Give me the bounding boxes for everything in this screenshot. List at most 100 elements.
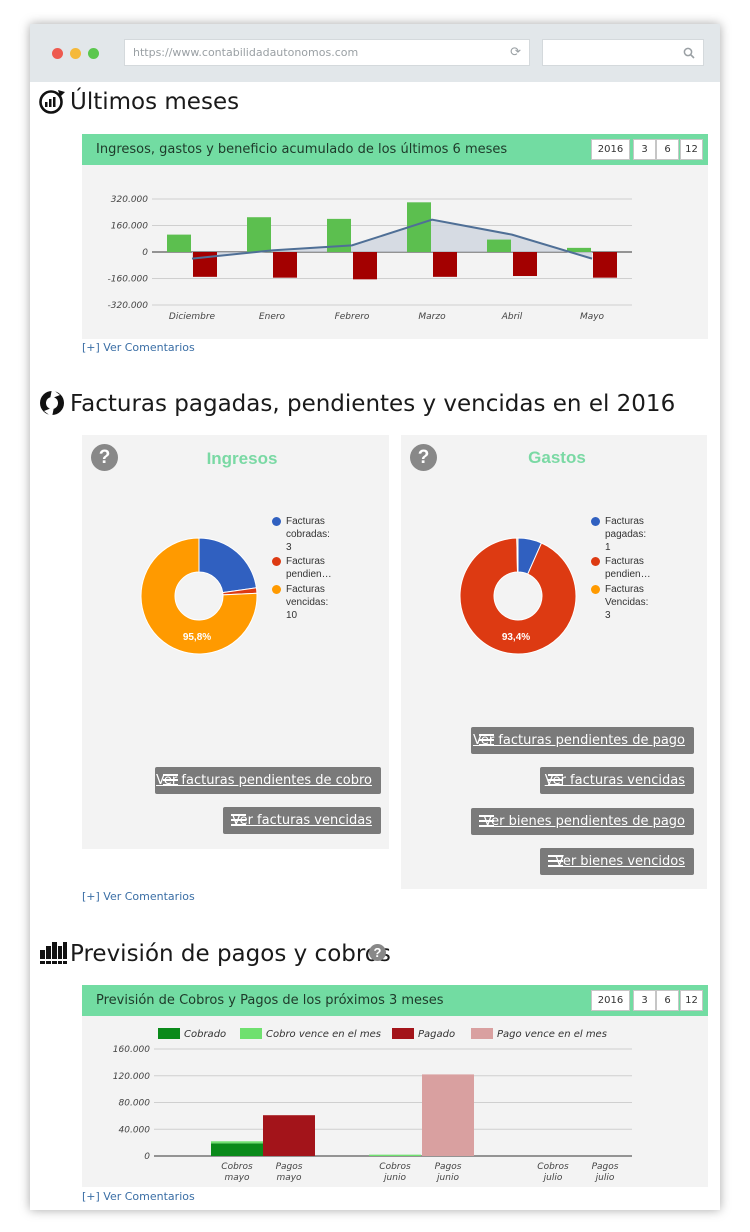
minimize-window-dot[interactable] [70, 48, 81, 59]
period-button-6[interactable]: 6 [656, 990, 679, 1011]
books-icon [40, 942, 67, 964]
legend-item[interactable]: Facturas cobradas: 3 [272, 515, 330, 554]
panel-header: Previsión de Cobros y Pagos de los próxi… [82, 985, 708, 1016]
legend-text: Vencidas: [605, 597, 649, 608]
ver-comentarios-link-2[interactable]: [+] Ver Comentarios [82, 890, 195, 903]
legend-label: Pago vence en el mes [497, 1029, 607, 1040]
legend-dot [591, 585, 600, 594]
help-icon[interactable]: ? [410, 444, 437, 471]
search-input[interactable] [542, 39, 704, 66]
address-bar[interactable]: https://www.contabilidadautonomos.com ⟳ [124, 39, 530, 66]
x-tick-label: Pagos [592, 1162, 619, 1172]
legend-dot [272, 517, 281, 526]
x-tick-label: junio [435, 1173, 459, 1183]
period-button-12[interactable]: 12 [680, 990, 703, 1011]
period-button-6[interactable]: 6 [656, 139, 679, 160]
donut-chart-ingresos: 95,8% [140, 537, 258, 655]
y-tick-label: 160.000 [111, 222, 148, 232]
panel-title: Previsión de Cobros y Pagos de los próxi… [96, 993, 444, 1008]
y-tick-label: -320.000 [108, 301, 149, 311]
ver-comentarios-link-1[interactable]: [+] Ver Comentarios [82, 341, 195, 354]
y-tick-label: 40.000 [119, 1125, 151, 1135]
chart-title-ingresos: Ingresos [206, 449, 278, 468]
ver-bienes-vencidos-button[interactable]: Ver bienes vencidos [540, 848, 694, 875]
panel-ingresos: ? Ingresos 95,8% Facturas cobradas: 3 Factu… [82, 435, 389, 849]
bar-gastos [273, 252, 297, 278]
period-button-3[interactable]: 3 [633, 990, 656, 1011]
bar-gastos [513, 252, 537, 277]
close-window-dot[interactable] [52, 48, 63, 59]
bar-ingresos [167, 234, 191, 252]
panel-gastos: ? Gastos 93,4% Facturas pagadas: 1 Facturas… [401, 435, 707, 889]
chart-prevision: Cobrado Cobro vence en el mes Pagado Pago v… [113, 1028, 632, 1183]
reload-icon[interactable]: ⟳ [510, 45, 521, 60]
legend-text: Facturas [605, 556, 644, 567]
chart-ingresos-gastos: 320.000 160.000 0 -160.000 -320.000 Diciembre… [108, 195, 632, 322]
y-tick-label: 0 [142, 248, 148, 258]
x-tick-label: Cobros [379, 1162, 411, 1172]
maximize-window-dot[interactable] [88, 48, 99, 59]
bar-segment [263, 1115, 315, 1156]
legend-item[interactable]: Facturas pendien… [272, 555, 332, 581]
section-title-prevision: Previsión de pagos y cobros [70, 941, 391, 967]
ver-comentarios-link-3[interactable]: [+] Ver Comentarios [82, 1190, 195, 1203]
x-tick-label: junio [382, 1173, 406, 1183]
beneficio-line [191, 218, 593, 260]
donut-slice [140, 537, 258, 655]
bar-gastos [433, 252, 457, 277]
y-tick-label: 320.000 [111, 195, 148, 205]
legend-item[interactable]: Facturas pagadas: 1 [591, 515, 646, 554]
legend-text: Facturas [286, 584, 325, 595]
bar-ingresos [487, 239, 511, 252]
legend-text: cobradas: [286, 529, 330, 540]
legend-text: 3 [605, 610, 611, 621]
legend-text: 1 [605, 542, 611, 553]
ver-bienes-pendientes-pago-button[interactable]: Ver bienes pendientes de pago [471, 808, 694, 835]
button-label: Ver facturas vencidas [544, 773, 685, 788]
bar-segment [422, 1074, 474, 1156]
legend-text: 10 [286, 610, 298, 621]
period-button-12[interactable]: 12 [680, 139, 703, 160]
bar-gastos [593, 252, 617, 278]
legend-swatch [471, 1028, 493, 1039]
refresh-icon [40, 389, 64, 417]
list-icon [479, 734, 494, 747]
list-icon [548, 855, 563, 868]
button-label: Ver facturas pendientes de pago [473, 733, 685, 748]
legend-item[interactable]: Facturas Vencidas: 3 [591, 583, 649, 622]
period-button-2016[interactable]: 2016 [591, 139, 630, 160]
x-tick-label: Febrero [335, 312, 370, 322]
url-text: https://www.contabilidadautonomos.com [133, 46, 359, 59]
help-icon[interactable]: ? [91, 444, 118, 471]
donut-percent-label: 93,4% [502, 632, 530, 643]
bar-segment [211, 1141, 263, 1144]
legend-item[interactable]: Facturas vencidas: 10 [272, 583, 329, 622]
y-tick-label: -160.000 [108, 275, 149, 285]
legend-text: vencidas: [286, 597, 329, 608]
ver-facturas-pendientes-cobro-button[interactable]: Ver facturas pendientes de cobro [155, 767, 381, 794]
legend-text: Facturas [605, 584, 644, 595]
legend-text: Facturas [286, 516, 325, 527]
section-title-ultimos-meses: Últimos meses [70, 89, 240, 115]
legend-swatch [240, 1028, 262, 1039]
ver-facturas-pendientes-pago-button[interactable]: Ver facturas pendientes de pago [471, 727, 694, 754]
legend-dot [591, 557, 600, 566]
legend-item[interactable]: Facturas pendien… [591, 555, 651, 581]
legend-swatch [158, 1028, 180, 1039]
legend-label: Cobrado [184, 1029, 226, 1040]
x-tick-label: mayo [276, 1173, 302, 1183]
ver-facturas-vencidas-button[interactable]: Ver facturas vencidas [540, 767, 694, 794]
legend-dot [591, 517, 600, 526]
period-button-2016[interactable]: 2016 [591, 990, 630, 1011]
period-button-3[interactable]: 3 [633, 139, 656, 160]
legend-text: pendien… [605, 569, 651, 580]
search-icon [683, 47, 695, 59]
legend-text: 3 [286, 542, 292, 553]
panel-ultimos-meses: Ingresos, gastos y beneficio acumulado d… [82, 134, 708, 339]
button-label: Ver bienes pendientes de pago [483, 814, 685, 829]
x-tick-label: Abril [501, 312, 523, 322]
x-tick-label: Diciembre [169, 312, 216, 322]
ver-facturas-vencidas-button[interactable]: Ver facturas vencidas [223, 807, 381, 834]
donut-chart-gastos: 93,4% [459, 537, 577, 655]
help-icon[interactable]: ? [369, 944, 386, 961]
